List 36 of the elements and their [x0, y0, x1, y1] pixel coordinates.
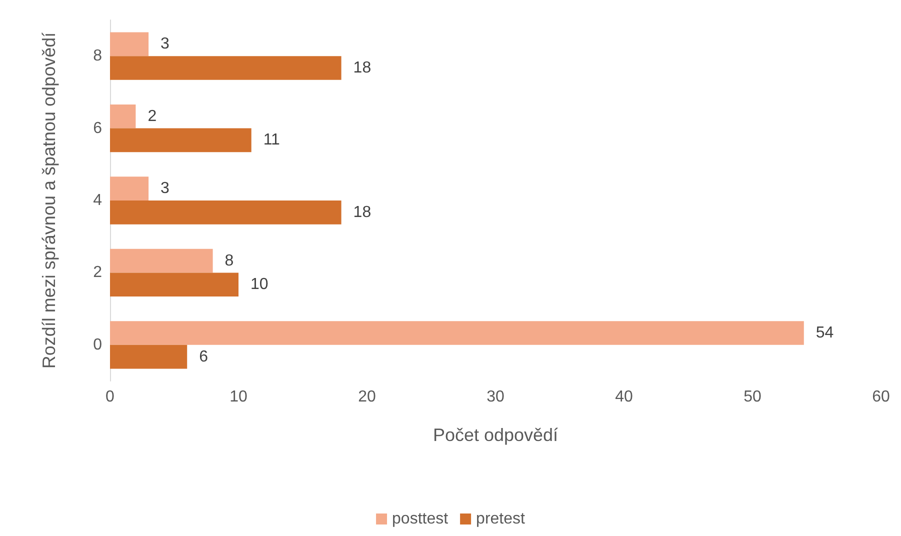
y-axis-title: Rozdíl mezi správnou a špatnou odpovědí: [39, 32, 59, 369]
x-tick-label: 50: [744, 388, 762, 406]
legend-label: posttest: [392, 510, 449, 528]
data-label: 3: [160, 36, 170, 53]
data-label: 54: [816, 324, 834, 342]
y-tick-label: 6: [93, 120, 102, 137]
bar: [110, 200, 342, 224]
bar: [110, 32, 149, 56]
data-label: 11: [263, 132, 280, 149]
x-tick-label: 40: [615, 388, 633, 406]
y-tick-label: 2: [93, 264, 102, 282]
x-tick-label: 20: [358, 388, 376, 406]
y-tick-label: 4: [93, 192, 102, 209]
y-tick-label: 8: [93, 48, 102, 65]
bar: [110, 248, 213, 273]
data-label: 18: [353, 60, 372, 77]
bar: [110, 104, 136, 128]
data-label: 3: [160, 180, 170, 198]
x-tick-label: 60: [872, 388, 890, 406]
bar: [110, 128, 252, 152]
bar: [110, 321, 804, 345]
data-label: 10: [250, 276, 268, 294]
data-label: 18: [353, 204, 372, 221]
data-label: 2: [148, 108, 157, 125]
x-tick-label: 10: [230, 388, 248, 406]
bar: [110, 344, 188, 369]
data-label: 6: [199, 348, 208, 366]
x-axis-title: Počet odpovědí: [432, 425, 558, 445]
bar: [110, 272, 238, 297]
bar: [110, 56, 342, 80]
x-tick-label: 30: [486, 388, 504, 406]
bar: [110, 176, 149, 200]
legend-label: pretest: [476, 510, 526, 528]
data-label: 8: [224, 252, 234, 270]
x-tick-label: 0: [106, 388, 115, 406]
y-tick-label: 0: [93, 336, 102, 354]
